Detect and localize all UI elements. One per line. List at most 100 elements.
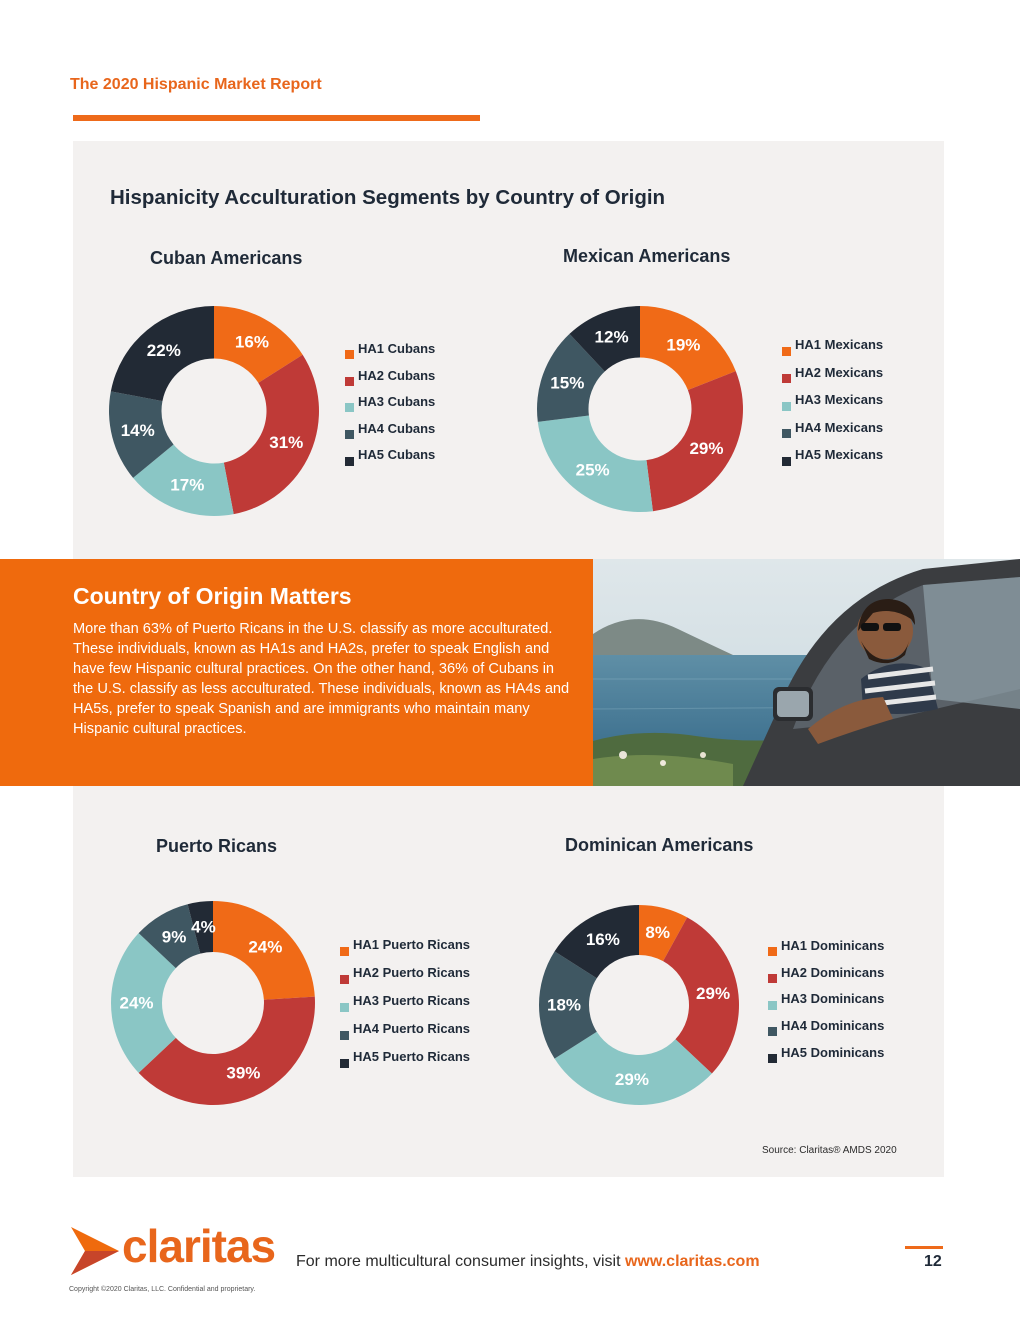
legend-mexican: HA1 Mexicans HA2 Mexicans HA3 Mexicans H… <box>782 337 883 475</box>
slice-label: 14% <box>121 421 155 440</box>
donut-slice <box>214 306 303 383</box>
legend-swatch <box>340 947 349 956</box>
donut-slice <box>640 306 736 391</box>
donut-slice <box>133 444 234 516</box>
legend-swatch <box>782 429 791 439</box>
donut-slice <box>646 371 743 512</box>
donut-slice <box>554 905 639 979</box>
legend-swatch <box>345 376 354 386</box>
donut-slice <box>138 904 201 969</box>
legend-item: HA1 Dominicans <box>768 938 884 965</box>
legend-item: HA2 Mexicans <box>782 365 883 393</box>
car-ocean-illustration <box>593 559 1020 786</box>
slice-label: 22% <box>147 341 181 360</box>
copyright-text: Copyright ©2020 Claritas, LLC. Confident… <box>69 1286 256 1293</box>
legend-item: HA3 Mexicans <box>782 392 883 420</box>
donut-slice <box>537 415 653 512</box>
legend-swatch <box>782 374 791 384</box>
legend-swatch <box>340 1003 349 1012</box>
legend-swatch <box>340 975 349 984</box>
chart-title-mexican: Mexican Americans <box>563 246 731 266</box>
slice-label: 15% <box>550 373 584 392</box>
legend-item: HA5 Cubans <box>345 447 435 474</box>
legend-label: HA4 Cubans <box>358 420 436 436</box>
slice-label: 4% <box>191 918 216 937</box>
slice-label: 12% <box>595 328 629 347</box>
slice-label: 24% <box>119 994 153 1013</box>
legend-label: HA2 Cubans <box>358 367 436 383</box>
legend-item: HA3 Cubans <box>345 394 435 421</box>
legend-item: HA4 Mexicans <box>782 420 883 448</box>
callout-band: Country of Origin Matters More than 63% … <box>0 559 593 786</box>
legend-label: HA4 Dominicans <box>781 1018 885 1034</box>
legend-label: HA1 Puerto Ricans <box>353 937 471 952</box>
legend-item: HA1 Mexicans <box>782 337 883 365</box>
donut-slice <box>110 306 214 402</box>
legend-item: HA2 Cubans <box>345 368 435 395</box>
legend-swatch <box>768 1027 777 1037</box>
donut-slice <box>536 333 605 422</box>
donut-slice <box>639 905 688 962</box>
section-title: Hispanicity Acculturation Segments by Co… <box>110 186 666 209</box>
slice-label: 39% <box>226 1064 260 1083</box>
legend-swatch <box>345 456 354 466</box>
hero-photo <box>593 559 1020 786</box>
slice-label: 18% <box>547 996 581 1015</box>
donut-slice <box>213 901 315 1000</box>
legend-label: HA3 Dominicans <box>781 991 885 1007</box>
slice-label: 9% <box>162 928 187 947</box>
legend-item: HA2 Puerto Ricans <box>340 965 470 993</box>
slice-label: 19% <box>666 336 700 355</box>
legend-label: HA3 Cubans <box>358 394 436 410</box>
legend-item: HA5 Puerto Ricans <box>340 1049 470 1077</box>
donut-chart-puerto-rican: 24% 39% 24% 9%4% <box>110 901 316 1106</box>
claritas-link[interactable]: www.claritas.com <box>624 1253 760 1270</box>
report-title: The 2020 Hispanic Market Report <box>70 76 322 93</box>
legend-item: HA1 Cubans <box>345 341 435 368</box>
legend-label: HA4 Mexicans <box>795 419 884 435</box>
legend-item: HA3 Puerto Ricans <box>340 993 470 1021</box>
legend-swatch <box>768 1000 777 1010</box>
donut-slice <box>223 354 320 515</box>
legend-swatch <box>340 1059 349 1068</box>
donut-slice <box>663 917 740 1074</box>
legend-label: HA2 Mexicans <box>795 364 884 380</box>
legend-label: HA5 Mexicans <box>795 447 884 462</box>
slice-label: 29% <box>696 984 730 1003</box>
legend-item: HA1 Puerto Ricans <box>340 937 470 965</box>
donut-slice <box>187 901 213 954</box>
legend-item: HA4 Cubans <box>345 421 435 448</box>
claritas-logo-text: claritas <box>122 1220 276 1272</box>
chart-title-cuban: Cuban Americans <box>150 248 303 268</box>
slice-label: 29% <box>689 439 723 458</box>
legend-label: HA2 Puerto Ricans <box>353 965 471 980</box>
legend-label: HA3 Mexicans <box>795 392 884 407</box>
legend-item: HA2 Dominicans <box>768 965 884 992</box>
claritas-logo[interactable]: claritas <box>69 1220 276 1281</box>
charts-panel-bottom <box>73 786 944 1177</box>
donut-slice <box>110 933 176 1073</box>
legend-swatch <box>768 947 777 957</box>
legend-puerto-rican: HA1 Puerto Ricans HA2 Puerto Ricans HA3 … <box>340 937 470 1077</box>
source-note: Source: Claritas® AMDS 2020 <box>762 1145 897 1156</box>
donut-slice <box>539 951 597 1059</box>
slice-label: 24% <box>248 938 282 957</box>
page-number-rule <box>905 1246 943 1249</box>
footer-insights: For more multicultural consumer insights… <box>296 1253 760 1271</box>
legend-label: HA1 Cubans <box>358 341 436 356</box>
footer-insights-text: For more multicultural consumer insights… <box>296 1253 625 1270</box>
legend-label: HA5 Cubans <box>358 447 436 463</box>
legend-dominican: HA1 Dominicans HA2 Dominicans HA3 Domini… <box>768 938 884 1071</box>
slice-label: 31% <box>269 433 303 452</box>
slice-label: 29% <box>615 1070 649 1089</box>
legend-item: HA4 Dominicans <box>768 1018 884 1045</box>
legend-swatch <box>340 1031 349 1040</box>
legend-swatch <box>768 974 777 984</box>
donut-slice <box>109 391 174 478</box>
legend-label: HA3 Puerto Ricans <box>353 993 471 1008</box>
title-rule <box>73 115 480 121</box>
legend-swatch <box>345 430 354 440</box>
legend-swatch <box>768 1054 777 1064</box>
chart-title-dominican: Dominican Americans <box>565 835 754 855</box>
donut-slice <box>554 1031 712 1105</box>
